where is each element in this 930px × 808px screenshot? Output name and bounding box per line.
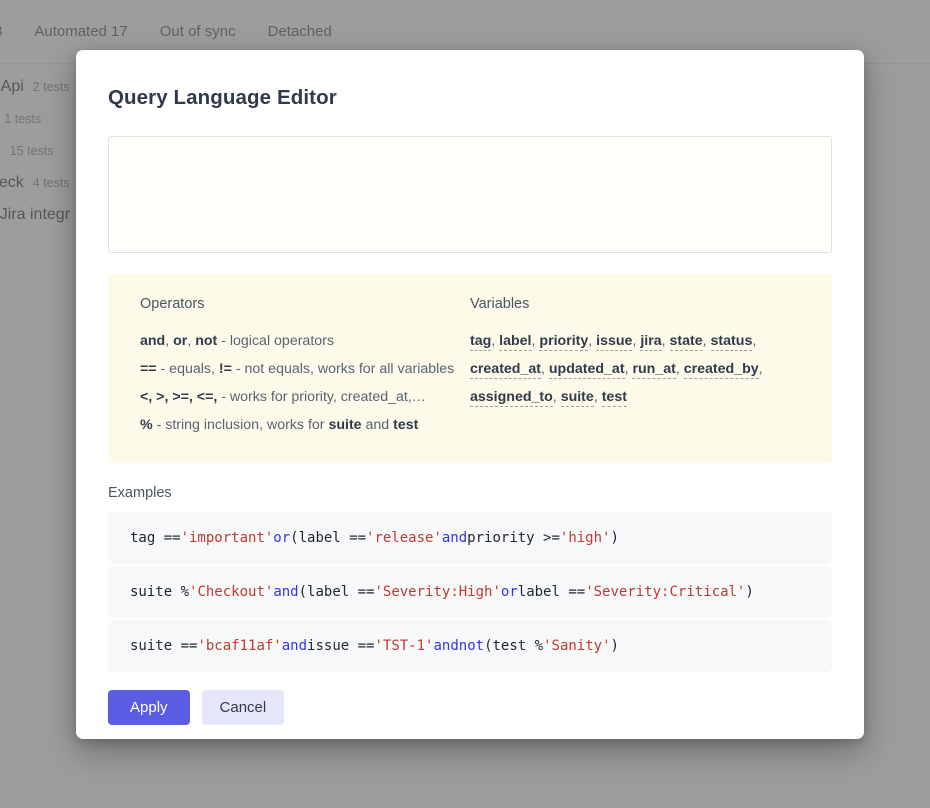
variable-token[interactable]: run_at	[632, 361, 676, 379]
operator-line: <, >, >=, <=, - works for priority, crea…	[140, 383, 470, 411]
operator-description: - equals,	[156, 361, 219, 377]
operator-token: and	[140, 333, 166, 349]
operator-line: and, or, not - logical operators	[140, 327, 470, 355]
query-input[interactable]	[108, 136, 832, 253]
operator-token: or	[173, 333, 188, 349]
variable-token[interactable]: issue	[596, 333, 633, 351]
variable-separator: ,	[491, 333, 500, 349]
operator-description: ,	[165, 333, 174, 349]
variable-separator: ,	[552, 389, 561, 405]
query-language-editor-dialog: Query Language Editor Operators and, or,…	[76, 50, 864, 739]
example-token-str: 'Sanity'	[543, 638, 611, 654]
variable-token[interactable]: tag	[470, 333, 492, 351]
variable-separator: ,	[752, 333, 757, 349]
variable-token[interactable]: status	[710, 333, 753, 351]
operator-token: <, >, >=, <=,	[140, 389, 218, 405]
variable-token[interactable]: priority	[539, 333, 589, 351]
example-token-plain: )	[610, 638, 619, 654]
dialog-footer: Apply Cancel	[108, 690, 832, 725]
example-token-kw: or	[273, 530, 291, 546]
variable-separator: ,	[593, 389, 602, 405]
operator-token: %	[140, 417, 153, 433]
variables-heading: Variables	[470, 296, 530, 312]
example-token-plain: (label ==	[290, 530, 367, 546]
example-query[interactable]: suite == 'bcaf11af' and issue == 'TST-1'…	[108, 620, 832, 672]
example-token-str: 'bcaf11af'	[197, 638, 282, 654]
operators-column: Operators and, or, not - logical operato…	[140, 296, 470, 439]
example-token-plain: suite %	[130, 584, 190, 600]
variable-separator: ,	[661, 333, 670, 349]
variable-token[interactable]: state	[669, 333, 703, 351]
variable-token[interactable]: created_at	[470, 361, 541, 379]
variable-token[interactable]: label	[499, 333, 532, 351]
cancel-button[interactable]: Cancel	[201, 690, 285, 725]
variable-separator: ,	[632, 333, 641, 349]
example-token-str: 'important'	[180, 530, 274, 546]
operator-line: % - string inclusion, works for suite an…	[140, 411, 470, 439]
example-token-plain: )	[745, 584, 754, 600]
example-token-kw: and	[273, 584, 299, 600]
operator-description: - not equals, works for all variables	[231, 361, 455, 377]
example-token-plain: label ==	[517, 584, 586, 600]
example-token-plain: (test %	[484, 638, 544, 654]
operator-description: ,	[187, 333, 196, 349]
example-token-plain: priority >=	[467, 530, 560, 546]
operator-description: - logical operators	[217, 333, 334, 349]
example-query[interactable]: tag == 'important' or (label == 'release…	[108, 512, 832, 564]
operator-description: - works for priority, created_at,…	[217, 389, 426, 405]
variables-column: Variables tag, label, priority, issue, j…	[470, 296, 832, 439]
example-token-kw: and	[441, 530, 468, 546]
variable-separator: ,	[758, 361, 763, 377]
example-token-plain: (label ==	[298, 584, 375, 600]
example-token-str: 'Checkout'	[189, 584, 274, 600]
examples-label: Examples	[108, 485, 172, 501]
variable-token[interactable]: test	[601, 389, 627, 407]
example-token-kw: not	[458, 638, 485, 654]
variable-separator: ,	[531, 333, 540, 349]
example-token-kw: or	[500, 584, 518, 600]
operators-lines: and, or, not - logical operators == - equ…	[140, 327, 470, 439]
example-token-plain: )	[610, 530, 619, 546]
variable-token[interactable]: suite	[560, 389, 594, 407]
variable-separator: ,	[702, 333, 711, 349]
example-token-str: 'Severity:High'	[374, 584, 501, 600]
examples-list: tag == 'important' or (label == 'release…	[108, 512, 832, 672]
apply-button[interactable]: Apply	[108, 690, 190, 725]
example-token-plain: tag ==	[130, 530, 181, 546]
variable-token[interactable]: assigned_to	[470, 389, 553, 407]
example-query[interactable]: suite % 'Checkout' and (label == 'Severi…	[108, 566, 832, 618]
example-token-plain: issue ==	[307, 638, 375, 654]
operator-token: test	[393, 417, 419, 433]
variables-list: tag, label, priority, issue, jira, state…	[470, 327, 832, 411]
operator-token: !=	[218, 361, 232, 377]
example-token-kw: and	[281, 638, 308, 654]
example-token-kw: and	[433, 638, 459, 654]
operator-token: not	[195, 333, 218, 349]
variable-token[interactable]: updated_at	[548, 361, 625, 379]
operator-description: and	[361, 417, 394, 433]
help-panel: Operators and, or, not - logical operato…	[108, 274, 832, 463]
operator-token: suite	[328, 417, 362, 433]
operator-line: == - equals, != - not equals, works for …	[140, 355, 470, 383]
operator-token: ==	[140, 361, 157, 377]
example-token-plain: suite ==	[130, 638, 198, 654]
operators-heading: Operators	[140, 296, 205, 312]
example-token-str: 'release'	[366, 530, 442, 546]
variable-separator: ,	[588, 333, 597, 349]
variable-separator: ,	[540, 361, 549, 377]
variable-separator: ,	[624, 361, 633, 377]
variable-token[interactable]: created_by	[683, 361, 759, 379]
example-token-str: 'Severity:Critical'	[585, 584, 746, 600]
example-token-str: 'high'	[559, 530, 611, 546]
variable-separator: ,	[675, 361, 684, 377]
operator-description: - string inclusion, works for	[152, 417, 329, 433]
variable-token[interactable]: jira	[640, 333, 662, 351]
example-token-str: 'TST-1'	[374, 638, 434, 654]
dialog-title: Query Language Editor	[108, 86, 337, 109]
